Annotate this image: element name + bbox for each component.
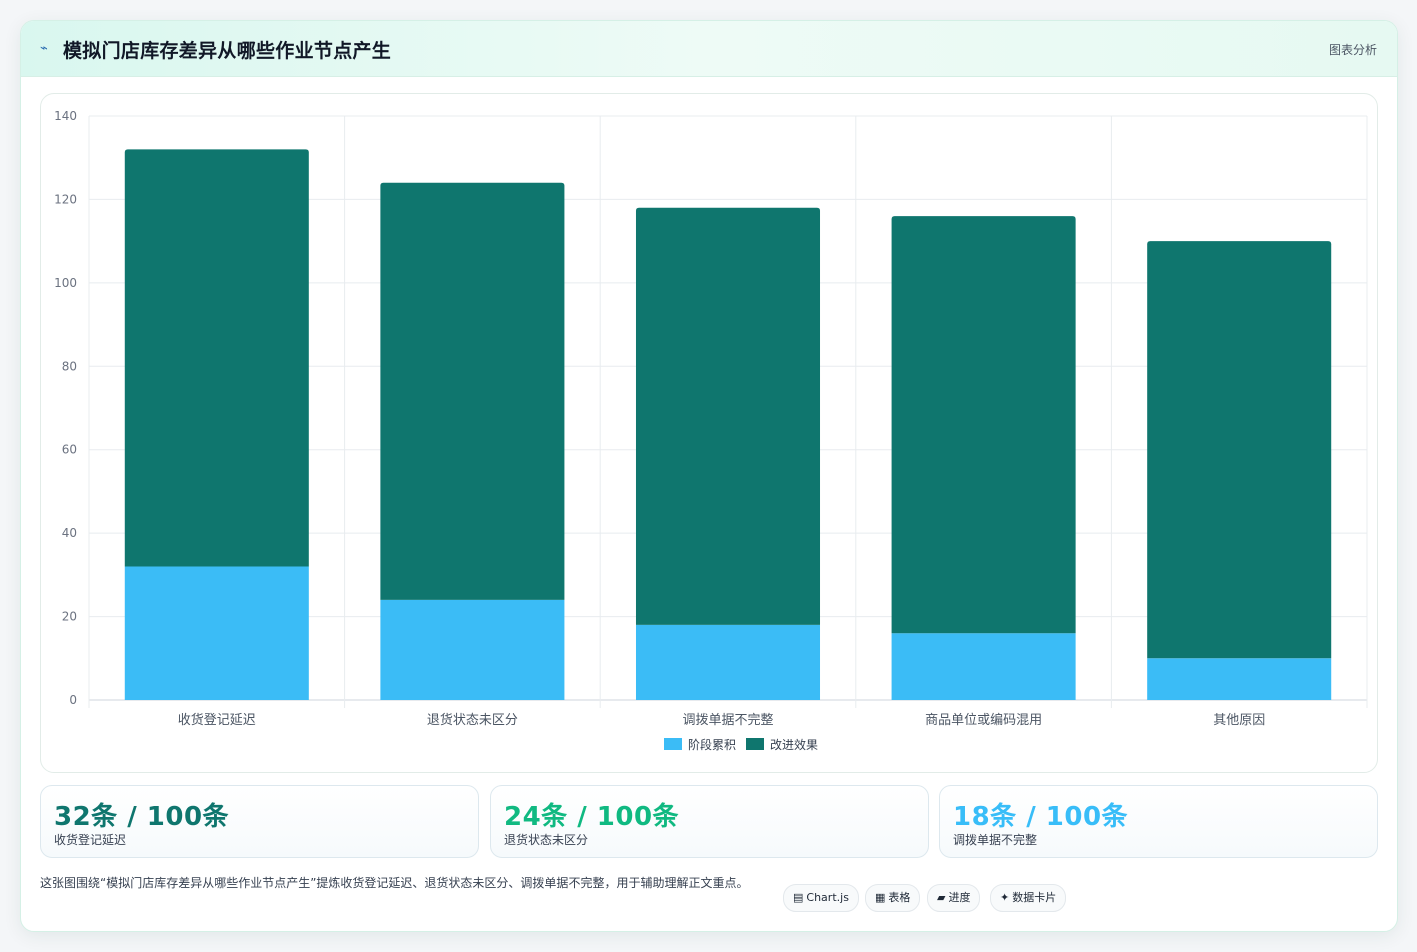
card-header: ⌁ 模拟门店库存差异从哪些作业节点产生 图表分析 [21, 21, 1397, 77]
legend-label: 阶段累积 [688, 737, 736, 752]
tag-label: 进度 [948, 891, 971, 904]
tag-table[interactable]: ▦ 表格 [865, 884, 921, 912]
stat-label: 调拨单据不完整 [953, 833, 1038, 847]
stat-value: 24条 / 100条 [504, 802, 680, 832]
tag-label: 数据卡片 [1012, 891, 1057, 904]
progress-icon: ▰ [937, 891, 946, 904]
x-tick-label: 调拨单据不完整 [682, 713, 773, 728]
tag-label: Chart.js [806, 891, 849, 904]
x-tick-label: 退货状态未区分 [427, 712, 518, 728]
y-tick-label: 20 [62, 610, 77, 624]
y-tick-label: 80 [62, 359, 77, 373]
stat-label: 收货登记延迟 [54, 833, 127, 847]
chart-card: ⌁ 模拟门店库存差异从哪些作业节点产生 图表分析 0 20 40 60 80 100 120… [20, 20, 1398, 932]
tag-progress[interactable]: ▰ 进度 [927, 884, 981, 912]
x-tick-label: 其他原因 [1213, 713, 1265, 728]
y-tick-label: 40 [62, 526, 77, 540]
bar-improve [380, 182, 565, 600]
bar-stage [380, 599, 565, 700]
sparkle-icon: ✦ [1000, 891, 1010, 904]
bar-chart: 0 20 40 60 80 100 120 140 收货登记延迟 退货状态未区分 调拨单据不完整 商品… [54, 109, 1368, 752]
tag-chartjs[interactable]: ▤ Chart.js [783, 884, 859, 912]
page-title: 模拟门店库存差异从哪些作业节点产生 [63, 40, 392, 62]
bar-stage [635, 624, 821, 700]
stat-label: 退货状态未区分 [504, 833, 589, 847]
legend-swatch [746, 738, 764, 750]
stat-value: 32条 / 100条 [54, 802, 230, 832]
chart-footnote: 这张图围绕“模拟门店库存差异从哪些作业节点产生”提炼收货登记延迟、退货状态未区分… [40, 876, 749, 890]
bar-stage [1147, 658, 1332, 700]
grid-icon: ▦ [875, 891, 886, 904]
chart-line-icon: ⌁ [40, 41, 48, 56]
stat-value: 18条 / 100条 [953, 802, 1129, 832]
header-tag: 图表分析 [1328, 43, 1377, 57]
tag-label: 表格 [888, 891, 911, 904]
y-tick-label: 100 [54, 276, 77, 290]
y-tick-label: 140 [54, 109, 77, 123]
bar-stage [124, 566, 309, 700]
y-tick-label: 0 [69, 693, 77, 707]
stat-card-2: 24条 / 100条 退货状态未区分 [490, 785, 929, 858]
bar-improve [124, 149, 309, 567]
legend-label: 改进效果 [770, 737, 818, 752]
bar-stage [891, 633, 1076, 700]
bar-improve [1147, 241, 1332, 659]
y-tick-label: 120 [54, 192, 77, 206]
table-icon: ▤ [793, 891, 804, 904]
x-tick-label: 商品单位或编码混用 [925, 713, 1042, 728]
bar-improve [891, 216, 1076, 634]
tag-data-card[interactable]: ✦ 数据卡片 [990, 884, 1067, 912]
bar-improve [635, 207, 821, 625]
y-tick-label: 60 [62, 443, 77, 457]
x-tick-label: 收货登记延迟 [178, 712, 256, 728]
stat-card-1: 32条 / 100条 收货登记延迟 [40, 785, 479, 858]
legend-swatch [664, 738, 682, 750]
stat-card-3: 18条 / 100条 调拨单据不完整 [939, 785, 1378, 858]
chart-container: 0 20 40 60 80 100 120 140 收货登记延迟 退货状态未区分 调拨单据不完整 商品… [40, 93, 1378, 773]
